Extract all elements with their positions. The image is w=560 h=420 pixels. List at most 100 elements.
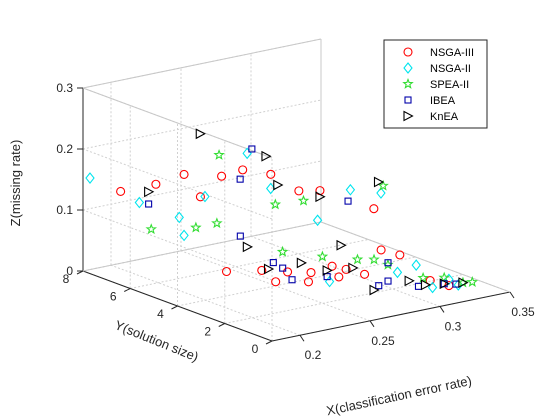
x-axis-line bbox=[271, 291, 511, 342]
data-point-knea bbox=[144, 186, 155, 198]
data-point-spea-ii bbox=[297, 194, 310, 206]
data-point-knea bbox=[369, 284, 380, 296]
points-layer bbox=[85, 128, 479, 296]
data-point-nsga-iii bbox=[217, 171, 227, 181]
data-point-nsga-ii bbox=[200, 190, 210, 203]
data-point-spea-ii bbox=[438, 271, 450, 283]
x-tick-mark bbox=[509, 291, 515, 299]
box-edge bbox=[82, 87, 273, 159]
data-point-knea bbox=[348, 262, 359, 274]
data-point-spea-ii bbox=[211, 217, 223, 229]
floor-grid-line bbox=[224, 274, 463, 324]
floor-grid-line bbox=[177, 256, 416, 307]
y-tick-mark bbox=[124, 288, 131, 292]
data-point-knea bbox=[373, 176, 385, 188]
data-point-nsga-ii bbox=[312, 214, 323, 227]
data-point-ibea bbox=[288, 276, 296, 284]
legend-marker-nsga-ii bbox=[403, 62, 413, 74]
floor-grid-line bbox=[130, 239, 369, 289]
data-point-spea-ii bbox=[145, 223, 158, 235]
y-tick-mark bbox=[171, 305, 178, 310]
data-point-nsga-iii bbox=[151, 179, 161, 189]
data-point-spea-ii bbox=[351, 253, 364, 265]
legend-label-knea: KnEA bbox=[430, 111, 459, 123]
floor-grid-line bbox=[250, 235, 441, 307]
data-point-knea bbox=[315, 191, 326, 203]
y-tick-label: 6 bbox=[110, 290, 117, 304]
data-point-nsga-iii bbox=[116, 186, 126, 197]
data-point-spea-ii bbox=[377, 179, 389, 191]
box-edge bbox=[320, 221, 511, 293]
data-point-ibea bbox=[279, 264, 287, 272]
x-tick-mark bbox=[369, 320, 375, 328]
side-wall-grid-line bbox=[82, 209, 273, 281]
data-point-nsga-iii bbox=[376, 245, 386, 255]
legend-label-nsga-iii: NSGA-III bbox=[430, 47, 474, 59]
data-point-knea bbox=[296, 257, 307, 269]
data-point-nsga-iii bbox=[395, 250, 405, 260]
data-point-ibea bbox=[323, 273, 331, 281]
data-point-nsga-iii bbox=[179, 169, 189, 179]
data-point-nsga-ii bbox=[85, 172, 95, 184]
data-point-knea bbox=[273, 179, 284, 191]
data-point-ibea bbox=[384, 259, 392, 267]
z-tick-label: 0.1 bbox=[56, 203, 73, 217]
series-ibea bbox=[145, 145, 460, 290]
data-point-nsga-ii bbox=[411, 259, 421, 272]
data-point-ibea bbox=[269, 259, 277, 267]
legend-label-ibea: IBEA bbox=[430, 95, 456, 107]
data-point-nsga-iii bbox=[221, 266, 232, 277]
data-point-nsga-ii bbox=[174, 211, 184, 224]
x-tick-mark bbox=[439, 306, 445, 313]
data-point-ibea bbox=[236, 232, 244, 240]
y-tick-mark bbox=[218, 323, 225, 327]
data-point-ibea bbox=[145, 200, 153, 208]
data-point-knea bbox=[458, 277, 469, 289]
data-point-knea bbox=[439, 278, 450, 290]
data-point-knea bbox=[322, 265, 333, 276]
data-point-nsga-ii bbox=[179, 229, 189, 242]
data-point-nsga-ii bbox=[376, 187, 386, 199]
data-point-nsga-iii bbox=[341, 264, 351, 274]
data-point-nsga-iii bbox=[334, 272, 344, 282]
data-point-knea bbox=[261, 150, 272, 162]
legend-marker-spea-ii bbox=[402, 77, 414, 89]
data-point-nsga-iii bbox=[266, 169, 276, 179]
z-tick-label: 0 bbox=[66, 264, 73, 278]
series-knea bbox=[144, 128, 469, 296]
legend-label-nsga-ii: NSGA-II bbox=[430, 63, 471, 75]
data-point-ibea bbox=[248, 145, 256, 153]
data-point-nsga-iii bbox=[195, 192, 205, 202]
x-tick-label: 0.3 bbox=[445, 319, 462, 333]
data-point-nsga-iii bbox=[303, 277, 314, 287]
z-axis-label: Z(missing rate) bbox=[8, 140, 23, 227]
data-point-ibea bbox=[414, 282, 423, 290]
data-point-knea bbox=[404, 275, 415, 287]
box-edge bbox=[82, 38, 322, 89]
data-point-nsga-iii bbox=[306, 267, 316, 278]
data-point-spea-ii bbox=[213, 148, 225, 160]
data-point-spea-ii bbox=[316, 250, 329, 262]
y-tick-label: 4 bbox=[157, 307, 164, 321]
data-point-nsga-iii bbox=[360, 269, 370, 279]
legend: NSGA-III NSGA-II SPEA-II IBEA KnEA bbox=[383, 39, 488, 129]
data-point-nsga-ii bbox=[427, 281, 438, 294]
x-tick-label: 0.35 bbox=[511, 305, 535, 319]
data-point-ibea bbox=[236, 175, 244, 183]
data-point-ibea bbox=[384, 277, 392, 285]
legend-marker-ibea bbox=[404, 96, 412, 104]
data-point-nsga-iii bbox=[257, 265, 267, 275]
data-point-knea bbox=[263, 263, 275, 275]
data-point-nsga-iii bbox=[369, 204, 379, 214]
side-wall-grid-line bbox=[82, 148, 273, 220]
data-point-nsga-iii bbox=[238, 165, 248, 175]
data-point-ibea bbox=[344, 197, 352, 205]
back-wall-grid-line bbox=[82, 99, 322, 150]
series-spea-ii bbox=[145, 148, 479, 288]
data-point-spea-ii bbox=[276, 245, 289, 257]
data-point-knea bbox=[195, 128, 206, 140]
data-point-nsga-ii bbox=[392, 266, 403, 279]
y-tick-label: 0 bbox=[252, 342, 259, 356]
